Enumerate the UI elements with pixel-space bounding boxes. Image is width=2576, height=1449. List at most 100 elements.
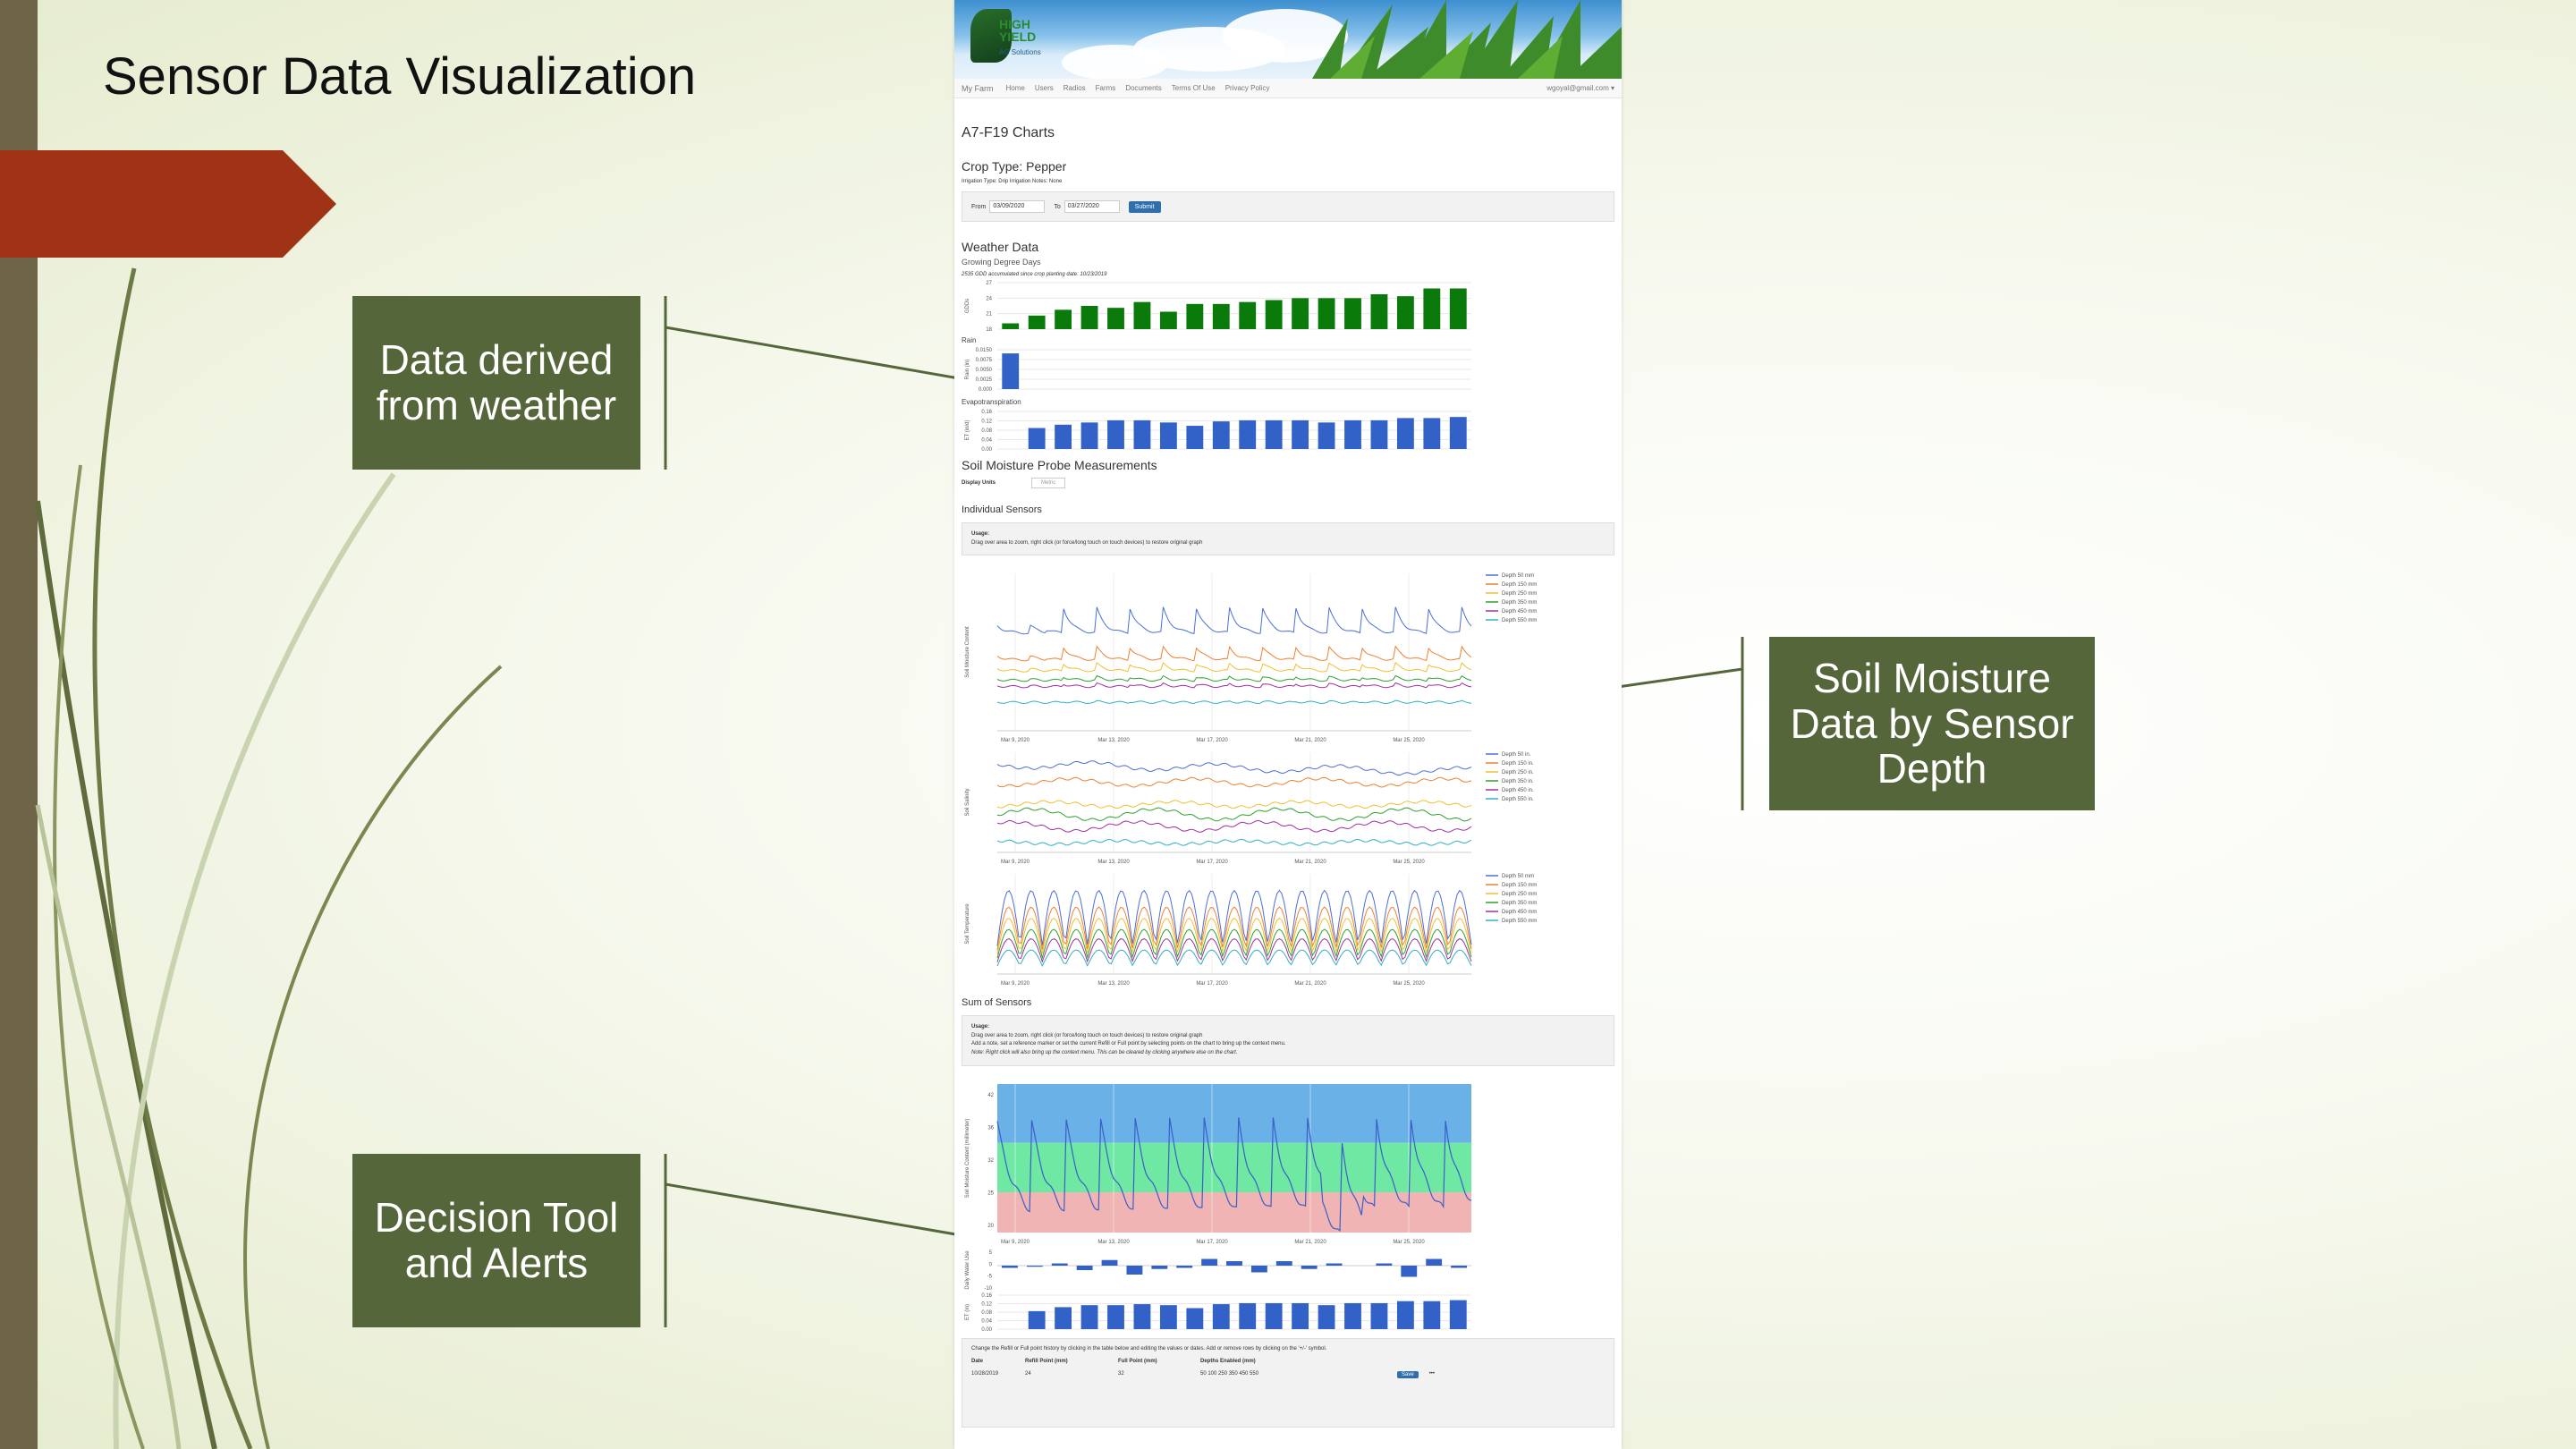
- from-date-input[interactable]: 03/09/2020: [989, 200, 1046, 213]
- bar: [1126, 1265, 1143, 1275]
- x-tick-label: Mar 9, 2020: [1001, 860, 1030, 865]
- nav-item-privacy[interactable]: Privacy Policy: [1224, 84, 1270, 92]
- y-tick-label: 0.16: [981, 410, 992, 415]
- x-tick-label: Mar 9, 2020: [1001, 981, 1030, 987]
- y-axis-label: GDDs: [965, 299, 970, 313]
- legend-label: Depth 350 mm: [1502, 901, 1537, 906]
- bar: [1275, 1260, 1292, 1266]
- legend-label: Depth 150 in.: [1502, 761, 1534, 767]
- bar: [1376, 1263, 1393, 1266]
- nav-item-farms[interactable]: Farms: [1095, 84, 1116, 92]
- series-line: [996, 606, 1472, 635]
- nav-item-home[interactable]: Home: [1005, 84, 1025, 92]
- soil-temperature-chart[interactable]: Soil Temperature Mar 9, 2020 Mar 13, 2020 M…: [962, 869, 1614, 990]
- y-tick-label: 0.16: [981, 1293, 992, 1299]
- y-axis-label: ET (in): [965, 1304, 970, 1320]
- x-tick-label: Mar 17, 2020: [1196, 738, 1228, 743]
- from-label: From: [971, 203, 987, 210]
- bar: [1055, 309, 1072, 329]
- nav-brand[interactable]: My Farm: [962, 83, 994, 93]
- bar: [1426, 1258, 1443, 1266]
- table-row[interactable]: 10/28/2019 24 32 50 100 250 350 450 550 …: [971, 1370, 1435, 1378]
- submit-button[interactable]: Submit: [1128, 200, 1161, 213]
- bar: [1186, 1308, 1204, 1329]
- sum-of-sensors-chart[interactable]: Soil Moisture Content (millimeter) 42 36 32…: [962, 1082, 1614, 1249]
- gdd-note: 2535 GDD accumulated since crop planting…: [962, 272, 1107, 277]
- y-tick-label: 0.00: [981, 447, 992, 453]
- bar: [1292, 419, 1309, 449]
- nav-item-radios[interactable]: Radios: [1063, 84, 1086, 92]
- y-tick-label: 0.04: [981, 438, 992, 444]
- series-line: [996, 938, 1472, 963]
- x-tick-label: Mar 25, 2020: [1393, 981, 1425, 987]
- y-axis-label: Soil Temperature: [965, 903, 970, 945]
- bar: [1423, 288, 1441, 329]
- et-chart[interactable]: ET (in/d) 0.16 0.12 0.08 0.04 0.00: [962, 406, 1614, 453]
- x-tick-label: Mar 25, 2020: [1393, 1240, 1425, 1245]
- bar: [1176, 1265, 1193, 1268]
- callout-soil-moisture: Soil Moisture Data by Sensor Depth: [1769, 637, 2095, 810]
- y-tick-label: 25: [987, 1191, 994, 1196]
- y-tick-label: 0: [989, 1262, 993, 1267]
- et-chart-2[interactable]: ET (in) 0.16 0.12 0.08 0.04 0.00: [962, 1292, 1614, 1333]
- table-instruction: Change the Refill or Full point history …: [971, 1345, 1327, 1352]
- to-date-input[interactable]: 03/27/2020: [1063, 200, 1120, 213]
- nav-user-menu[interactable]: wgoyal@gmail.com ▾: [1546, 84, 1614, 92]
- bar: [1449, 1300, 1467, 1329]
- irrigation-info: Irrigation Type: Drip Irrigation Notes: …: [962, 179, 1063, 184]
- bar: [1159, 311, 1177, 329]
- legend-label: Depth 150 mm: [1502, 582, 1537, 588]
- legend-label: Depth 350 in.: [1502, 779, 1534, 784]
- bar: [1265, 419, 1283, 449]
- nav-item-documents[interactable]: Documents: [1125, 84, 1162, 92]
- nav-item-terms[interactable]: Terms Of Use: [1171, 84, 1216, 92]
- x-tick-label: Mar 13, 2020: [1097, 1240, 1130, 1245]
- series-line: [996, 820, 1472, 833]
- legend-label: Depth 550 in.: [1502, 797, 1534, 802]
- series-line: [996, 682, 1472, 689]
- daily-water-use-chart[interactable]: Daily Water Use 5 0 -5 -10: [962, 1249, 1614, 1292]
- bar: [1002, 353, 1020, 389]
- bar: [1292, 1302, 1309, 1329]
- logo-subtitle: AG Solutions: [999, 48, 1041, 56]
- bar: [1370, 419, 1388, 449]
- series-line: [996, 838, 1472, 846]
- legend-label: Depth 450 mm: [1502, 910, 1537, 915]
- bar: [1344, 419, 1361, 449]
- soil-moisture-chart[interactable]: Soil Moisture Content Mar 9, 2020 Mar 13, …: [962, 568, 1614, 747]
- soil-salinity-chart[interactable]: Soil Salinity Mar 9, 2020 Mar 13, 2020 Mar …: [962, 747, 1614, 869]
- x-tick-label: Mar 21, 2020: [1294, 738, 1326, 743]
- bar: [1239, 301, 1257, 329]
- bar: [1326, 1263, 1343, 1266]
- y-tick-label: 36: [987, 1125, 994, 1131]
- rain-chart[interactable]: Rain (in) 0.0150 0.0075 0.0050 0.0025 0.000: [962, 344, 1614, 394]
- y-tick-label: 5: [989, 1250, 993, 1256]
- gdd-chart[interactable]: GDDs 27 24 21 18: [962, 277, 1614, 333]
- nav-item-users[interactable]: Users: [1034, 84, 1054, 92]
- bar: [1396, 418, 1414, 449]
- individual-sensors-heading: Individual Sensors: [962, 504, 1042, 515]
- bar: [1107, 419, 1124, 449]
- legend-label: Depth 250 mm: [1502, 892, 1537, 897]
- display-units-label: Display Units: [962, 480, 996, 486]
- legend-label: Depth 150 mm: [1502, 883, 1537, 888]
- bar: [1159, 422, 1177, 449]
- bar: [1101, 1259, 1118, 1266]
- save-button[interactable]: Save: [1397, 1370, 1419, 1378]
- y-tick-label: -5: [987, 1274, 993, 1279]
- x-tick-label: Mar 17, 2020: [1196, 981, 1228, 987]
- zone-band: [997, 1142, 1471, 1192]
- callout-decision-tool: Decision Tool and Alerts: [352, 1154, 640, 1327]
- y-tick-label: 24: [986, 296, 992, 301]
- y-tick-label: 0.08: [981, 1310, 992, 1316]
- bar: [1186, 303, 1204, 329]
- rain-label: Rain: [962, 336, 977, 344]
- zone-band: [997, 1083, 1471, 1143]
- more-options-icon[interactable]: •••: [1428, 1370, 1435, 1377]
- display-units-select[interactable]: Metric: [1031, 478, 1066, 488]
- bar: [1133, 301, 1151, 329]
- y-tick-label: -10: [984, 1286, 992, 1292]
- series-line: [996, 800, 1472, 809]
- et-label: Evapotranspiration: [962, 398, 1021, 406]
- bar: [1080, 422, 1098, 449]
